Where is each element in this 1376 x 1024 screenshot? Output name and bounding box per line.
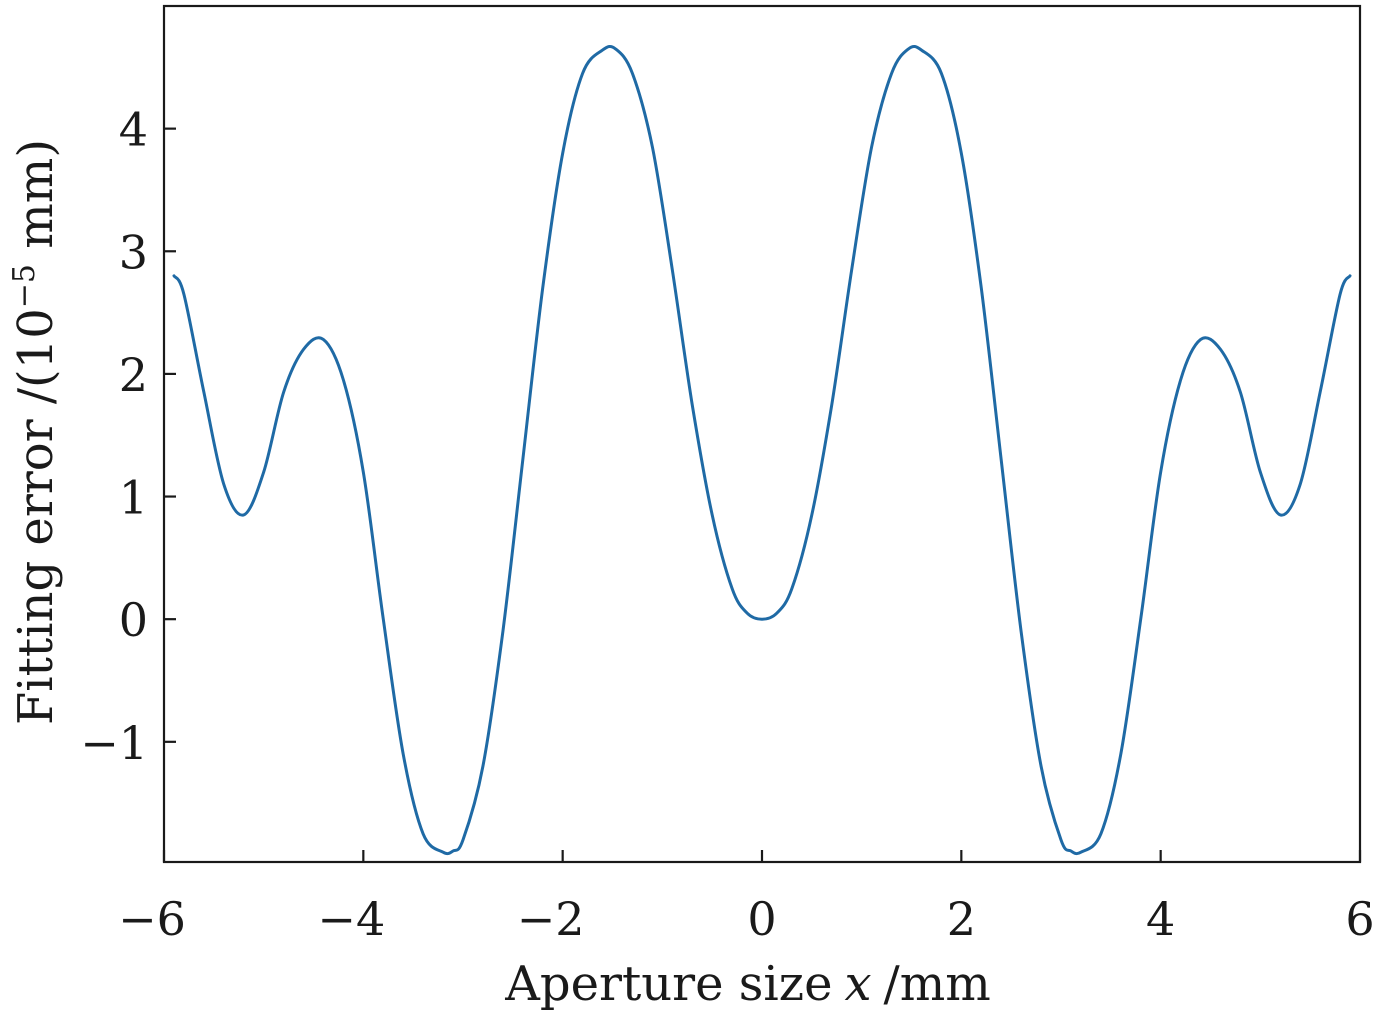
x-axis-label: Aperture size x/mm: [504, 956, 991, 1012]
x-tick-label: 4: [1146, 892, 1175, 946]
y-tick-label: 3: [119, 225, 148, 279]
x-tick-label: −2: [517, 892, 585, 946]
x-tick-label: 2: [947, 892, 976, 946]
x-tick-label: −6: [118, 892, 186, 946]
y-tick-label: 1: [119, 471, 148, 525]
plot-frame: [162, 4, 1362, 864]
x-tick-label: 6: [1345, 892, 1374, 946]
ticks-layer: [162, 127, 1362, 862]
y-tick-label: 2: [119, 348, 148, 402]
x-axis-label-text: Aperture size: [504, 956, 832, 1012]
y-axis-label: Fitting error /(10−5 mm): [7, 139, 64, 725]
y-tick-labels: −1 0 1 2 3 4: [80, 103, 148, 770]
y-axis-label-exponent: −5: [7, 264, 42, 308]
x-tick-label: 0: [747, 892, 776, 946]
x-axis-label-variable: x: [844, 956, 871, 1012]
x-tick-labels: −6 −4 −2 0 2 4 6: [118, 892, 1375, 946]
y-axis-label-prefix: Fitting error /(10: [8, 308, 64, 725]
x-axis-label-unit: /mm: [884, 956, 991, 1012]
y-tick-label: 0: [119, 593, 148, 647]
y-tick-label: −1: [80, 716, 148, 770]
x-tick-label: −4: [317, 892, 385, 946]
series-line-fitting-error: [172, 45, 1352, 856]
y-tick-label: 4: [119, 103, 148, 157]
y-axis-label-suffix: mm): [8, 139, 64, 264]
